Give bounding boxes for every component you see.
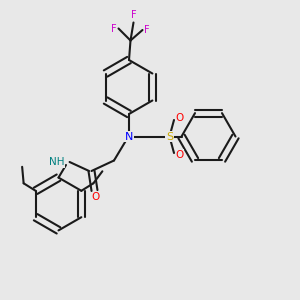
Text: F: F [131,10,136,20]
Text: S: S [166,131,173,142]
Text: O: O [175,113,184,124]
Text: NH: NH [49,157,64,167]
Text: N: N [125,131,133,142]
Text: F: F [111,23,117,34]
Text: O: O [175,149,184,160]
Text: O: O [92,192,100,202]
Text: F: F [144,25,150,35]
